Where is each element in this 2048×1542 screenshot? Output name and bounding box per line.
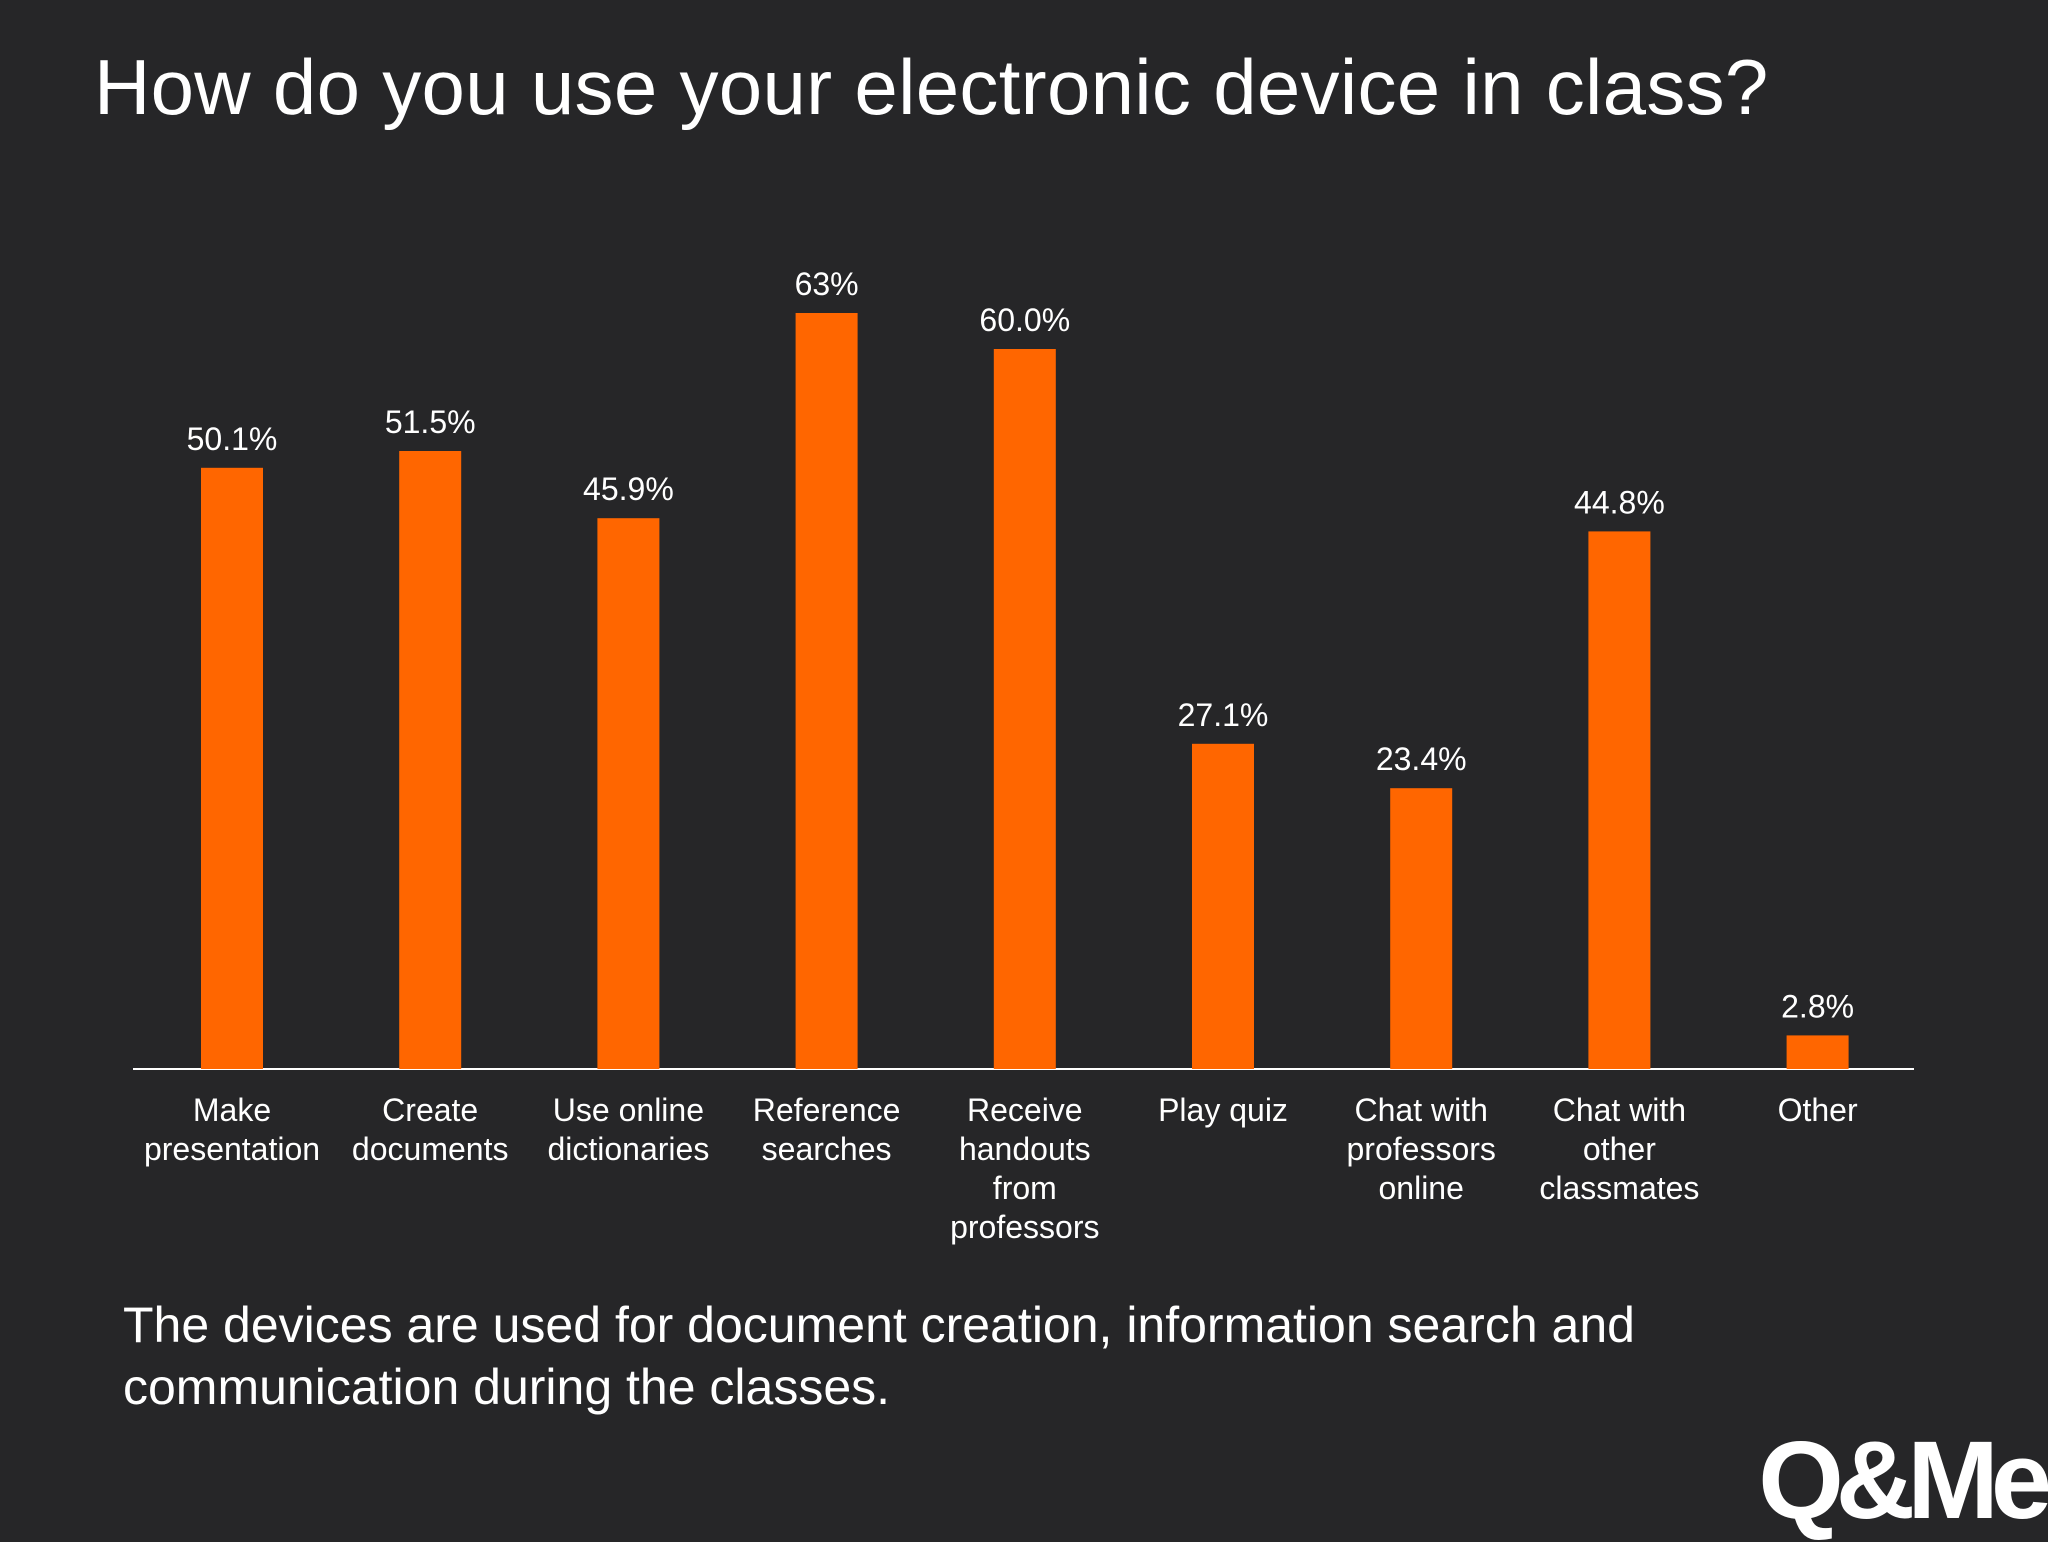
brand-logo: Q&Me: [1758, 1419, 2048, 1542]
data-label-3: 63%: [795, 266, 859, 302]
category-label-1: Create documents: [352, 1092, 509, 1167]
data-label-6: 23.4%: [1376, 741, 1467, 777]
data-label-2: 45.9%: [583, 471, 674, 507]
data-label-5: 27.1%: [1178, 697, 1269, 733]
data-label-8: 2.8%: [1781, 988, 1854, 1024]
data-label-7: 44.8%: [1574, 484, 1665, 520]
bar-1: [399, 451, 462, 1069]
data-label-1: 51.5%: [385, 404, 476, 440]
bar-4: [993, 349, 1056, 1069]
bar-7: [1588, 531, 1651, 1069]
category-label-0: Make presentation: [144, 1092, 320, 1167]
category-label-7: Chat with other classmates: [1539, 1092, 1699, 1206]
bar-3: [795, 313, 858, 1069]
bar-5: [1192, 743, 1254, 1069]
category-label-4: Receive handouts from professors: [950, 1092, 1099, 1245]
category-label-2: Use online dictionaries: [547, 1092, 709, 1167]
category-label-5: Play quiz: [1158, 1092, 1288, 1128]
bar-2: [597, 518, 660, 1069]
takeaway-text: The devices are used for document creati…: [123, 1297, 1635, 1415]
bar-8: [1786, 1035, 1849, 1069]
category-label-6: Chat with professors online: [1347, 1092, 1496, 1206]
bar-0: [201, 467, 263, 1069]
data-label-0: 50.1%: [187, 421, 278, 457]
category-label-8: Other: [1778, 1092, 1858, 1128]
data-label-4: 60.0%: [979, 302, 1070, 338]
chart-title: How do you use your electronic device in…: [94, 43, 1769, 131]
category-label-3: Reference searches: [753, 1092, 901, 1167]
bar-6: [1390, 788, 1453, 1069]
bar-chart: 50.1% Make presentation 51.5% Create document…: [133, 266, 1914, 1245]
